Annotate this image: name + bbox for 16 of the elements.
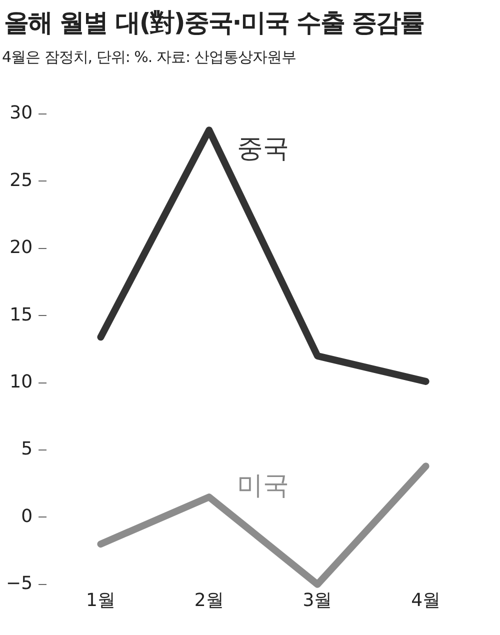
- x-tick-label: 2월: [194, 590, 224, 611]
- x-tick-label: 1월: [86, 590, 116, 611]
- y-tick-label: 25: [10, 170, 33, 191]
- series-label: 미국: [237, 470, 290, 501]
- x-tick-label: 4월: [411, 590, 441, 611]
- chart-subtitle: 4월은 잠정치, 단위: %. 자료: 산업통상자원부: [2, 48, 296, 67]
- chart-title: 올해 월별 대(對)중국·미국 수출 증감률: [4, 7, 424, 39]
- y-tick-label: −5: [6, 573, 33, 594]
- y-tick-label: 10: [10, 371, 33, 392]
- x-tick-label: 3월: [302, 590, 332, 611]
- series-label: 중국: [237, 134, 290, 164]
- y-tick-label: 15: [10, 304, 33, 326]
- y-tick-label: 20: [10, 237, 33, 258]
- y-tick-label: 0: [21, 506, 33, 527]
- y-tick-label: 5: [21, 438, 33, 460]
- y-tick-label: 30: [10, 102, 33, 124]
